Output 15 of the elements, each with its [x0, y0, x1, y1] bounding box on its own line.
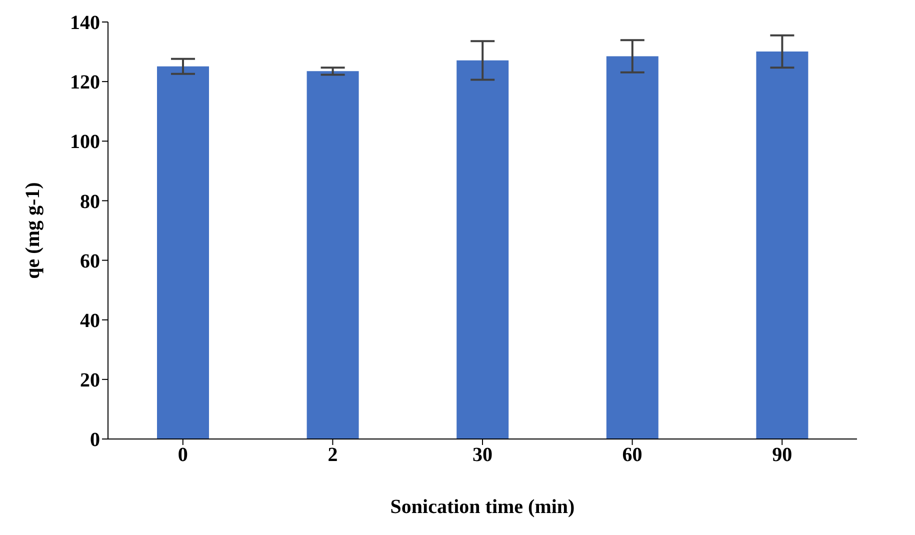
y-tick-label: 0 — [90, 429, 100, 452]
y-tick-label: 20 — [80, 370, 100, 392]
x-tick-label: 60 — [622, 444, 642, 466]
y-tick-label: 100 — [70, 131, 100, 154]
y-tick-label: 120 — [70, 72, 100, 94]
y-tick-label: 80 — [80, 190, 100, 213]
y-tick-label: 60 — [80, 250, 100, 272]
y-tick-label: 40 — [80, 310, 100, 332]
y-axis-title: qe (mg g-1) — [22, 182, 44, 279]
x-tick-label: 0 — [178, 444, 188, 466]
x-tick-label: 90 — [772, 444, 792, 466]
x-tick-label: 2 — [328, 444, 338, 466]
y-tick-label: 140 — [70, 12, 100, 34]
x-tick-label: 30 — [472, 444, 492, 466]
x-axis-title: Sonication time (min) — [390, 496, 575, 518]
